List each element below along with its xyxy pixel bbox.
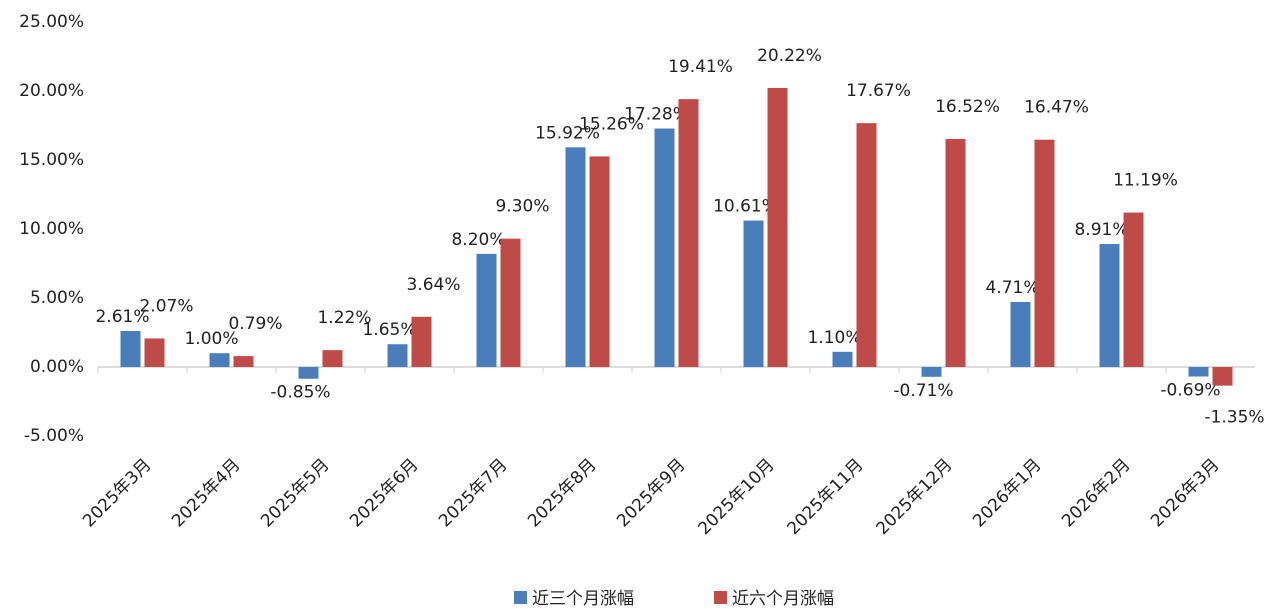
data-label: 15.26% [579, 114, 644, 134]
bar [945, 139, 966, 367]
data-label: 2.61% [95, 307, 149, 327]
legend-swatch [514, 591, 527, 604]
bar [322, 350, 343, 367]
bar [1123, 212, 1144, 367]
data-label: 19.41% [668, 57, 733, 77]
data-label: 16.47% [1024, 98, 1089, 118]
legend-label: 近三个月涨幅 [532, 589, 634, 609]
data-label: 20.22% [757, 46, 822, 66]
x-tick-label: 2025年10月 [694, 455, 778, 539]
x-tick-label: 2025年8月 [524, 455, 600, 531]
bar [743, 220, 764, 367]
data-label: 17.28% [624, 105, 689, 125]
data-label: 1.22% [317, 308, 371, 328]
data-label: -0.69% [1160, 381, 1220, 401]
x-tick-label: 2025年4月 [168, 455, 244, 531]
bar [476, 253, 497, 367]
data-label: -1.35% [1204, 408, 1264, 428]
x-tick-label: 2025年5月 [257, 455, 333, 531]
data-label: 1.00% [184, 329, 238, 349]
y-tick-label: 0.00% [30, 357, 84, 377]
bar [233, 356, 254, 367]
bar [411, 316, 432, 367]
y-tick-label: 25.00% [19, 12, 84, 32]
y-tick-label: 20.00% [19, 81, 84, 101]
bar [1034, 139, 1055, 367]
x-tick-label: 2025年7月 [435, 455, 511, 531]
bar [1010, 302, 1031, 367]
data-label: 1.10% [807, 328, 861, 348]
x-tick-label: 2026年3月 [1147, 455, 1223, 531]
bar [144, 338, 165, 367]
x-tick-label: 2025年6月 [346, 455, 422, 531]
x-tick-label: 2025年12月 [872, 455, 956, 539]
bar [856, 123, 877, 368]
data-label: 0.79% [228, 314, 282, 334]
y-tick-label: 10.00% [19, 219, 84, 239]
data-label: 8.91% [1074, 220, 1128, 240]
legend-label: 近六个月涨幅 [732, 589, 834, 609]
bar [120, 330, 141, 367]
bar [678, 99, 699, 367]
bar [1188, 367, 1209, 377]
x-tick-label: 2025年9月 [613, 455, 689, 531]
bar [209, 353, 230, 367]
bar [387, 344, 408, 367]
x-tick-label: 2025年3月 [79, 455, 155, 531]
data-label: 8.20% [451, 230, 505, 250]
data-label: 11.19% [1113, 171, 1178, 191]
data-label: 1.65% [362, 320, 416, 340]
bar [565, 147, 586, 367]
x-tick-label: 2026年1月 [969, 455, 1045, 531]
data-label: 17.67% [846, 81, 911, 101]
legend-swatch [714, 591, 727, 604]
bar [589, 156, 610, 367]
data-label: -0.85% [270, 383, 330, 403]
x-tick-label: 2025年11月 [783, 455, 867, 539]
data-label: 16.52% [935, 97, 1000, 117]
y-tick-label: 15.00% [19, 150, 84, 170]
data-label: 10.61% [713, 197, 778, 217]
bar [654, 128, 675, 367]
bar [1212, 367, 1233, 386]
data-label: 2.07% [139, 296, 193, 316]
bar [500, 238, 521, 367]
y-tick-label: 5.00% [30, 288, 84, 308]
x-tick-label: 2026年2月 [1058, 455, 1134, 531]
bar [767, 87, 788, 368]
bar [1099, 244, 1120, 367]
data-label: 3.64% [406, 275, 460, 295]
data-label: 9.30% [495, 197, 549, 217]
bar [832, 351, 853, 367]
bar [921, 367, 942, 377]
bar [298, 367, 319, 379]
data-label: 4.71% [985, 278, 1039, 298]
data-label: 15.92% [535, 123, 600, 143]
data-label: -0.71% [893, 381, 953, 401]
y-tick-label: -5.00% [24, 426, 84, 446]
